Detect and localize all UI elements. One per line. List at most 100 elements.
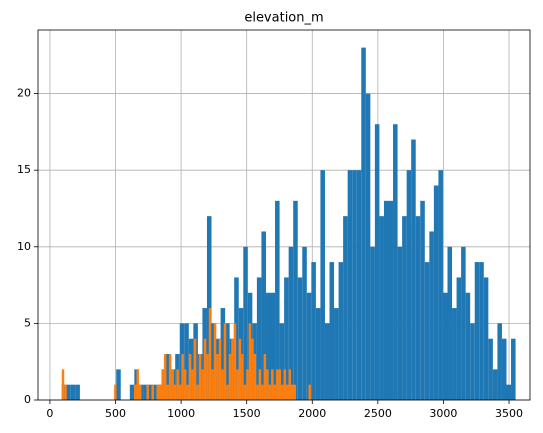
histogram-bar xyxy=(236,369,239,400)
histogram-bar xyxy=(383,200,389,400)
histogram-bar xyxy=(61,369,65,400)
histogram-bar xyxy=(324,323,330,400)
histogram-bar xyxy=(220,308,226,400)
histogram-bar xyxy=(203,338,207,400)
histogram-bar xyxy=(356,170,362,400)
histogram-bar xyxy=(216,354,219,400)
histogram-bar xyxy=(166,354,171,400)
histogram-bar xyxy=(343,216,348,400)
histogram-bar xyxy=(361,47,366,400)
histogram-bar xyxy=(223,323,227,400)
histogram-bar xyxy=(501,338,507,400)
histogram-bar xyxy=(283,369,287,400)
x-tick-label: 2500 xyxy=(364,407,392,420)
histogram-bar xyxy=(134,384,137,400)
histogram-bar xyxy=(278,369,282,400)
histogram-bar xyxy=(114,384,117,400)
histogram-bar xyxy=(246,369,249,400)
histogram-bar xyxy=(397,246,403,400)
histogram-bar xyxy=(178,384,182,400)
histogram-bar xyxy=(470,323,475,400)
histogram-bar xyxy=(253,354,257,400)
histogram-bar xyxy=(146,384,149,400)
histogram-bar xyxy=(226,384,229,400)
histogram-bar xyxy=(129,384,135,400)
histogram-bar xyxy=(186,384,189,400)
histogram-bar xyxy=(64,384,67,400)
x-tick-label: 0 xyxy=(46,407,53,420)
chart-title: elevation_m xyxy=(244,11,323,26)
histogram-bar xyxy=(291,384,294,400)
histogram-bar xyxy=(420,200,425,400)
histogram-bar xyxy=(379,216,384,400)
histogram-bar xyxy=(347,170,353,400)
histogram-bar xyxy=(241,354,244,400)
histogram-bar xyxy=(66,384,71,400)
histogram-bar xyxy=(273,384,277,400)
histogram-bar xyxy=(302,246,307,400)
histogram-bar xyxy=(488,338,493,400)
histogram-bar xyxy=(329,262,335,400)
histogram-bar xyxy=(263,354,267,400)
histogram-bar xyxy=(248,323,252,400)
histogram-bar xyxy=(456,277,462,400)
histogram-bar xyxy=(306,292,312,400)
histogram-bar xyxy=(158,384,162,400)
histogram-bar xyxy=(483,277,489,400)
histogram-bar xyxy=(474,262,480,400)
histogram-bar xyxy=(320,170,325,400)
histogram-bar xyxy=(243,246,248,400)
histogram-bar xyxy=(511,338,516,400)
histogram-bar xyxy=(315,308,321,400)
histogram-bar xyxy=(311,262,316,400)
histogram-bar xyxy=(424,262,430,400)
histogram-bar xyxy=(506,384,512,400)
histogram-bar xyxy=(184,323,189,400)
histogram-bar xyxy=(201,369,204,400)
histogram-bar xyxy=(221,369,224,400)
histogram-bar xyxy=(438,170,443,400)
histogram-bar xyxy=(238,338,242,400)
histogram-bar xyxy=(429,231,434,400)
histogram-bar xyxy=(161,369,164,400)
histogram-bar xyxy=(370,246,375,400)
histogram-bar xyxy=(211,369,214,400)
histogram-bar xyxy=(116,369,121,400)
histogram-bar xyxy=(156,384,159,400)
histogram-bar xyxy=(492,369,498,400)
histogram-bar xyxy=(284,277,289,400)
x-tick-label: 500 xyxy=(105,407,126,420)
histogram-bar xyxy=(279,323,285,400)
y-tick-label: 10 xyxy=(17,240,31,253)
histogram-bar xyxy=(447,246,453,400)
histogram-bar xyxy=(171,369,174,400)
histogram-bar xyxy=(433,185,439,400)
histogram-bar xyxy=(461,246,466,400)
histogram-bar xyxy=(288,369,292,400)
histogram-bar xyxy=(173,384,177,400)
x-tick-label: 2000 xyxy=(298,407,326,420)
histogram-bar xyxy=(266,369,269,400)
histogram-bar xyxy=(497,323,502,400)
y-tick-label: 15 xyxy=(17,163,31,176)
x-tick-label: 3000 xyxy=(429,407,457,420)
histogram-bar xyxy=(213,323,217,400)
histogram-bar xyxy=(208,308,212,400)
histogram-bar xyxy=(70,384,76,400)
histogram-bar xyxy=(206,354,209,400)
histogram-bar xyxy=(261,231,266,400)
histogram-bar xyxy=(276,369,279,400)
histogram-bar xyxy=(147,384,153,400)
histogram-bar xyxy=(411,139,416,401)
histogram-bar xyxy=(138,384,142,400)
histogram-bar xyxy=(251,338,254,400)
histogram-bar xyxy=(268,384,272,400)
histogram-bar xyxy=(228,354,232,400)
histogram-bar xyxy=(75,384,80,400)
histogram-bar xyxy=(258,369,262,400)
histogram-bar xyxy=(218,338,222,400)
histogram-bar xyxy=(261,384,264,400)
histogram-bar xyxy=(338,262,344,400)
histogram-bar xyxy=(374,124,380,400)
